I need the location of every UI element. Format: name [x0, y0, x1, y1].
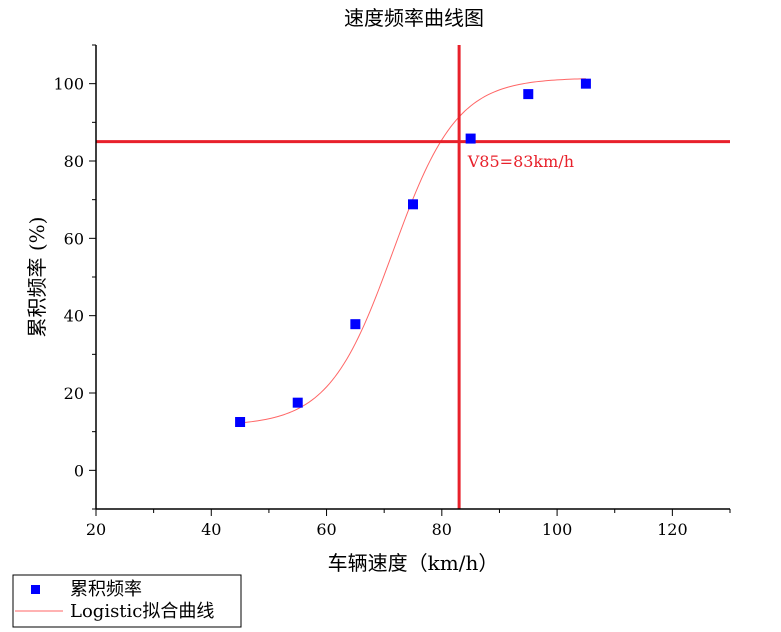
legend-label-line: Logistic拟合曲线	[70, 601, 214, 622]
data-point	[235, 417, 246, 427]
legend: 累积频率 Logistic拟合曲线	[12, 574, 242, 628]
plot-area: V85=83km/h	[96, 45, 730, 509]
x-tick-label: 100	[542, 520, 573, 539]
x-axis-title: 车辆速度（km/h）	[328, 551, 499, 575]
y-tick-label: 20	[64, 384, 84, 403]
data-point	[408, 199, 418, 210]
y-tick-label: 60	[64, 229, 84, 248]
chart-title: 速度频率曲线图	[344, 6, 484, 30]
x-tick-label: 120	[657, 520, 688, 539]
y-axis-title: 累积频率 (%)	[25, 217, 49, 338]
data-point	[580, 78, 591, 89]
data-point	[523, 89, 534, 100]
data-point	[465, 133, 476, 144]
y-tick-label: 100	[53, 75, 84, 94]
axes: 20 40 60 80 100 120 0 20 40 60 80 100	[53, 44, 731, 539]
annotation-v85: V85=83km/h	[467, 152, 574, 171]
data-point	[292, 397, 303, 408]
data-point	[350, 319, 361, 330]
x-tick-label: 80	[432, 520, 452, 539]
y-tick-label: 80	[64, 152, 84, 171]
y-tick-label: 0	[74, 461, 84, 480]
legend-label-scatter: 累积频率	[70, 579, 142, 600]
legend-frame	[12, 574, 242, 628]
x-tick-label: 20	[86, 520, 106, 539]
y-tick-label: 40	[64, 307, 84, 326]
legend-marker-scatter	[31, 585, 40, 594]
x-tick-label: 40	[201, 520, 221, 539]
x-tick-label: 60	[316, 520, 336, 539]
fit-curve	[240, 78, 586, 424]
